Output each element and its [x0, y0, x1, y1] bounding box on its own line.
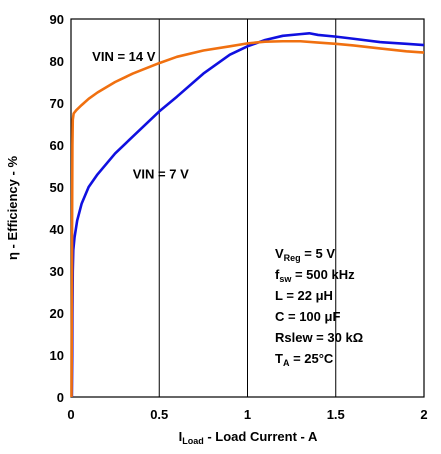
y-axis-label: η - Efficiency - %: [5, 156, 20, 260]
annotation-line: Rslew = 30 kΩ: [275, 330, 363, 345]
annotation-line: C = 100 μF: [275, 309, 340, 324]
x-axis-label: ILoad - Load Current - A: [179, 429, 318, 446]
annotation-line: VReg = 5 V: [275, 246, 335, 263]
y-tick-label: 80: [50, 54, 64, 69]
x-tick-labels: 0 0.5 1 1.5 2: [67, 407, 427, 422]
x-tick-label: 0.5: [150, 407, 168, 422]
series-label-0: VIN = 14 V: [92, 49, 156, 64]
condition-annotations: VReg = 5 V fsw = 500 kHz L = 22 μH C = 100 …: [275, 246, 363, 368]
y-tick-label: 50: [50, 180, 64, 195]
y-tick-label: 0: [57, 390, 64, 405]
series-line-0: [70, 31, 425, 398]
annotation-line: TA = 25°C: [275, 351, 334, 368]
series-line-1: [70, 39, 425, 398]
y-tick-labels: 0 10 20 30 40 50 60 70 80 90: [50, 12, 64, 405]
x-axis-label-sub: Load: [182, 436, 204, 446]
series-labels: VIN = 14 V VIN = 7 V: [92, 49, 189, 182]
y-tick-label: 90: [50, 12, 64, 27]
y-tick-label: 10: [50, 348, 64, 363]
x-axis-label-rest: - Load Current - A: [204, 429, 318, 444]
y-tick-label: 60: [50, 138, 64, 153]
y-tick-label: 20: [50, 306, 64, 321]
x-axis-label-main: I: [179, 429, 183, 444]
x-tick-label: 1: [244, 407, 251, 422]
x-tick-label: 2: [420, 407, 427, 422]
series-lines: [70, 31, 425, 398]
y-tick-label: 40: [50, 222, 64, 237]
annotation-line: fsw = 500 kHz: [275, 267, 355, 284]
y-tick-label: 70: [50, 96, 64, 111]
x-tick-label: 1.5: [327, 407, 345, 422]
y-tick-label: 30: [50, 264, 64, 279]
annotation-line: L = 22 μH: [275, 288, 333, 303]
x-tick-label: 0: [67, 407, 74, 422]
series-label-1: VIN = 7 V: [133, 167, 189, 182]
grid-lines: [158, 19, 337, 397]
